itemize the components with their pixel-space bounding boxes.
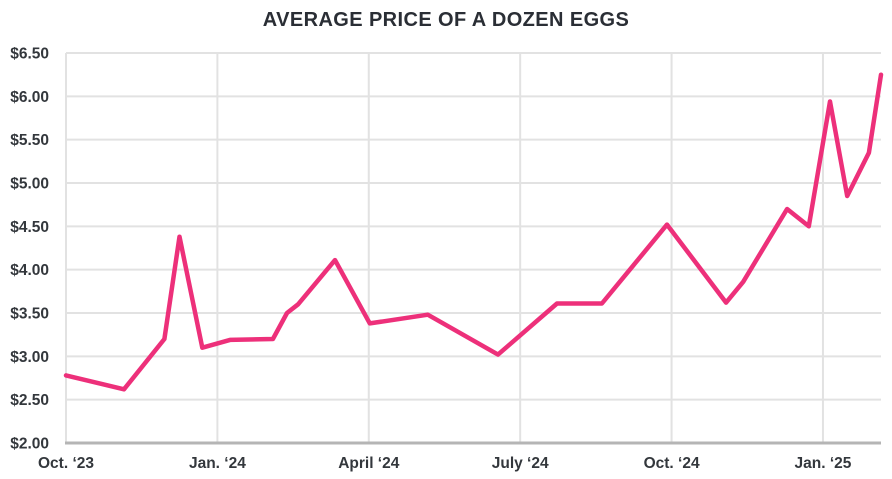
y-tick-label: $6.00 bbox=[10, 89, 49, 106]
x-tick-label: April ‘24 bbox=[338, 455, 400, 472]
y-tick-label: $2.00 bbox=[10, 436, 49, 453]
x-tick-label: Oct. ‘23 bbox=[38, 455, 94, 472]
y-tick-label: $2.50 bbox=[10, 392, 49, 409]
y-tick-label: $5.50 bbox=[10, 132, 49, 149]
egg-price-line bbox=[63, 72, 884, 392]
x-tick-label: July ‘24 bbox=[492, 455, 549, 472]
y-tick-label: $5.00 bbox=[10, 176, 49, 193]
y-tick-label: $4.50 bbox=[10, 219, 49, 236]
y-tick-label: $3.50 bbox=[10, 306, 49, 323]
y-tick-label: $3.00 bbox=[10, 349, 49, 366]
y-tick-label: $6.50 bbox=[10, 46, 49, 63]
x-tick-label: Oct. ‘24 bbox=[644, 455, 700, 472]
x-tick-label: Jan. ‘24 bbox=[189, 455, 246, 472]
x-tick-label: Jan. ‘25 bbox=[795, 455, 852, 472]
y-tick-label: $4.00 bbox=[10, 262, 49, 279]
chart-title: AVERAGE PRICE OF A DOZEN EGGS bbox=[262, 9, 630, 31]
